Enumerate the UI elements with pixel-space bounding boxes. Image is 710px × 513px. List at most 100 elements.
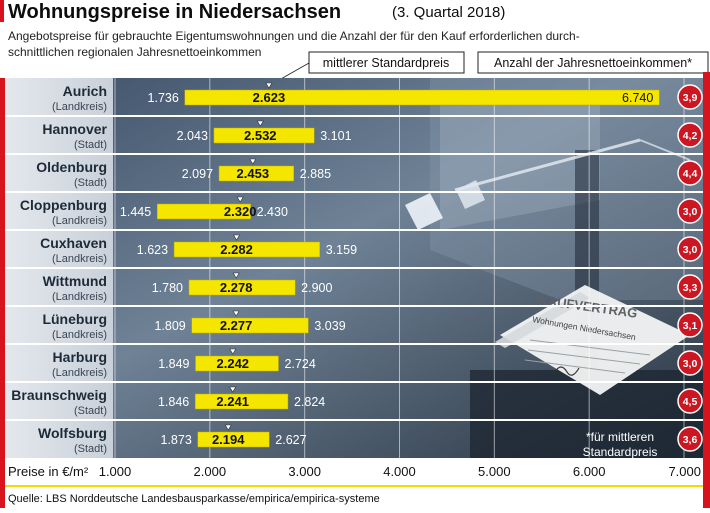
income-badge — [677, 388, 703, 414]
region-name: Cloppenburg — [20, 197, 107, 213]
region-type: (Landkreis) — [52, 329, 107, 341]
x-tick-label: 2.000 — [194, 464, 227, 479]
row-braunschweig: Braunschweig (Stadt) 1.846 2.241 2.824 4,5 — [5, 381, 703, 417]
median-marker — [249, 158, 257, 165]
header: Wohnungspreise in Niedersachsen (3. Quar… — [0, 0, 580, 59]
income-value: 3,3 — [683, 282, 698, 294]
region-type: (Stadt) — [74, 139, 107, 151]
region-name: Wittmund — [43, 273, 107, 289]
source-note: Quelle: LBS Norddeutsche Landesbausparka… — [8, 493, 380, 505]
row-cuxhaven: Cuxhaven (Landkreis) 1.623 2.282 3.159 3,0 — [5, 229, 703, 265]
region-name: Cuxhaven — [40, 235, 107, 251]
income-badge — [677, 426, 703, 452]
region-type: (Landkreis) — [52, 253, 107, 265]
x-tick-label: 1.000 — [99, 464, 132, 479]
income-value: 4,4 — [683, 168, 698, 180]
x-axis-label: Preise in €/m² — [8, 464, 89, 479]
x-axis-band — [5, 458, 703, 486]
high-value-label: 3.101 — [320, 129, 351, 143]
median-value-label: 2.532 — [244, 128, 277, 143]
median-value-label: 2.277 — [220, 318, 253, 333]
title-accent — [0, 0, 4, 22]
x-tick-label: 7.000 — [668, 464, 701, 479]
median-marker — [229, 348, 237, 355]
row-oldenburg: Oldenburg (Stadt) 2.097 2.453 2.885 4,4 — [5, 153, 703, 189]
row-hannover: Hannover (Stadt) 2.043 2.532 3.101 4,2 — [5, 115, 703, 151]
income-badge — [677, 198, 703, 224]
region-type: (Landkreis) — [52, 101, 107, 113]
low-value-label: 2.043 — [177, 129, 208, 143]
income-value: 4,5 — [683, 396, 698, 408]
subtitle-line2: schnittlichen regionalen Jahresnettoeink… — [8, 45, 261, 59]
range-bar — [188, 279, 296, 296]
median-value-label: 2.194 — [212, 432, 245, 447]
x-tick-label: 5.000 — [478, 464, 511, 479]
range-bar — [218, 165, 295, 182]
low-value-label: 1.445 — [120, 205, 151, 219]
median-marker — [229, 386, 237, 393]
legend-income-box — [477, 51, 709, 74]
legend-median-label: mittlerer Standardpreis — [323, 56, 449, 70]
income-value: 3,9 — [683, 92, 698, 104]
median-value-label: 2.453 — [237, 166, 270, 181]
income-badge — [677, 84, 703, 110]
high-value-label: 2.900 — [301, 281, 332, 295]
high-value-label: 2.430 — [257, 205, 288, 219]
region-type: (Stadt) — [74, 443, 107, 455]
region-name: Aurich — [63, 83, 107, 99]
income-badge — [677, 160, 703, 186]
high-value-label: 2.627 — [275, 433, 306, 447]
region-type: (Landkreis) — [52, 291, 107, 303]
median-marker — [224, 424, 232, 431]
income-value: 4,2 — [683, 130, 698, 142]
median-value-label: 2.320 — [224, 204, 257, 219]
high-value-label: 3.039 — [314, 319, 345, 333]
low-value-label: 1.736 — [148, 91, 179, 105]
median-value-label: 2.278 — [220, 280, 253, 295]
range-bar — [184, 89, 660, 106]
income-value: 3,0 — [683, 244, 698, 256]
median-value-label: 2.241 — [216, 394, 249, 409]
range-bar — [173, 241, 320, 258]
footnote-line1: *für mittleren — [586, 430, 654, 444]
region-name: Lüneburg — [42, 311, 107, 327]
low-value-label: 1.809 — [154, 319, 185, 333]
row-lüneburg: Lüneburg (Landkreis) 1.809 2.277 3.039 3,1 — [5, 305, 703, 341]
low-value-label: 1.846 — [158, 395, 189, 409]
low-value-label: 1.780 — [152, 281, 183, 295]
subtitle-line1: Angebotspreise für gebrauchte Eigentumsw… — [8, 29, 580, 43]
region-name: Wolfsburg — [38, 425, 107, 441]
range-bar — [195, 355, 279, 372]
range-bar — [213, 127, 315, 144]
range-bar — [191, 317, 309, 334]
income-value: 3,1 — [683, 320, 698, 332]
range-bar — [156, 203, 251, 220]
row-cloppenburg: Cloppenburg (Landkreis) 1.445 2.320 2.430 3,0 — [5, 191, 703, 227]
income-value: 3,0 — [683, 206, 698, 218]
high-value-label: 2.824 — [294, 395, 325, 409]
median-marker — [256, 120, 264, 127]
legend: mittlerer Standardpreis Anzahl der Jahre… — [271, 51, 709, 85]
x-tick-label: 6.000 — [573, 464, 606, 479]
legend-income-label: Anzahl der Jahresnettoeinkommen* — [494, 56, 692, 70]
median-marker — [236, 196, 244, 203]
median-value-label: 2.242 — [217, 356, 250, 371]
income-badge — [677, 236, 703, 262]
low-value-label: 2.097 — [182, 167, 213, 181]
median-value-label: 2.282 — [220, 242, 253, 257]
right-accent-bar — [703, 72, 710, 508]
footnote-line2: Standardpreis — [583, 445, 658, 459]
chart-title: Wohnungspreise in Niedersachsen — [8, 1, 341, 23]
x-axis: Preise in €/m² 1.000 2.000 3.000 4.000 5.000… — [5, 458, 703, 487]
x-tick-label: 3.000 — [288, 464, 321, 479]
median-marker — [233, 234, 241, 241]
range-bar — [194, 393, 289, 410]
chart-period: (3. Quartal 2018) — [392, 4, 505, 21]
low-value-label: 1.623 — [137, 243, 168, 257]
median-marker — [232, 310, 240, 317]
region-type: (Landkreis) — [52, 215, 107, 227]
row-wolfsburg: Wolfsburg (Stadt) 1.873 2.194 2.627 3,6 — [5, 419, 703, 455]
median-value-label: 2.623 — [253, 90, 286, 105]
region-name: Braunschweig — [11, 387, 107, 403]
row-wittmund: Wittmund (Landkreis) 1.780 2.278 2.900 3,3 — [5, 267, 703, 303]
